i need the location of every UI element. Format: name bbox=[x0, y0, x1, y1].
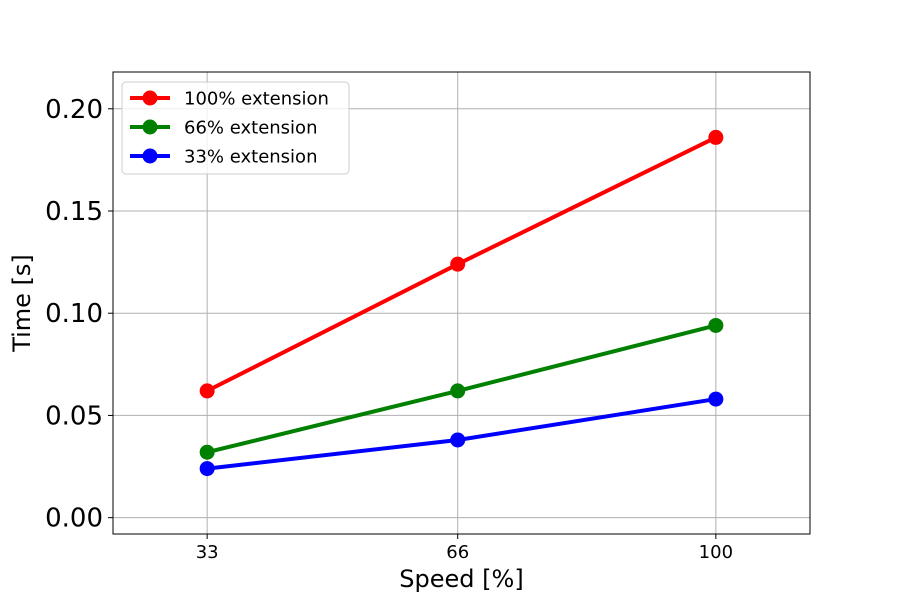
legend-label: 100% extension bbox=[184, 89, 329, 110]
x-tick-label: 33 bbox=[196, 542, 219, 563]
y-tick-label: 0.05 bbox=[45, 401, 103, 431]
x-axis-ticks: 33 66 100 bbox=[196, 534, 733, 563]
data-point bbox=[450, 256, 466, 272]
y-axis-label: Time [s] bbox=[8, 254, 36, 353]
data-point bbox=[199, 444, 215, 460]
series-group bbox=[199, 129, 724, 477]
data-point bbox=[708, 317, 724, 333]
legend-marker bbox=[142, 119, 158, 135]
x-tick-label: 66 bbox=[446, 542, 469, 563]
legend-box bbox=[121, 81, 350, 175]
y-tick-label: 0.00 bbox=[45, 504, 103, 534]
data-point bbox=[450, 432, 466, 448]
series-2 bbox=[199, 317, 724, 460]
legend: 100% extension 66% extension 33% extension bbox=[121, 81, 350, 175]
series-3 bbox=[199, 391, 724, 477]
x-axis-label: Speed [%] bbox=[399, 565, 523, 593]
legend-label: 33% extension bbox=[184, 147, 317, 168]
legend-label: 66% extension bbox=[184, 118, 317, 139]
legend-marker bbox=[142, 148, 158, 164]
data-point bbox=[708, 129, 724, 145]
legend-item: 33% extension bbox=[130, 147, 317, 168]
x-tick-label: 100 bbox=[699, 542, 733, 563]
y-tick-label: 0.20 bbox=[45, 95, 103, 125]
y-axis-ticks: 0.00 0.05 0.10 0.15 0.20 bbox=[45, 95, 113, 534]
legend-item: 66% extension bbox=[130, 118, 317, 139]
data-point bbox=[199, 461, 215, 477]
legend-item: 100% extension bbox=[130, 89, 329, 110]
y-tick-label: 0.10 bbox=[45, 299, 103, 329]
series-1 bbox=[199, 129, 724, 399]
data-point bbox=[199, 383, 215, 399]
grid bbox=[113, 72, 810, 534]
plot-area-frame bbox=[112, 71, 811, 535]
data-point bbox=[708, 391, 724, 407]
legend-marker bbox=[142, 90, 158, 106]
data-point bbox=[450, 383, 466, 399]
y-tick-label: 0.15 bbox=[45, 197, 103, 227]
